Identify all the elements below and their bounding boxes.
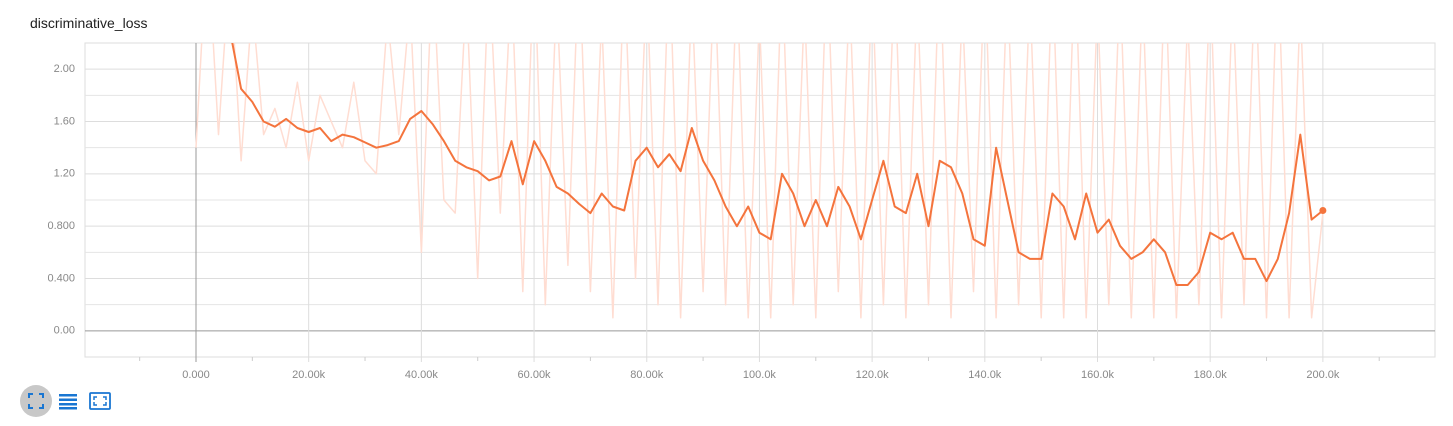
chart: 0.00 0.400 0.800 1.20 1.60 2.00 0.000 20.00k 40.…: [47, 42, 1436, 380]
expand-icon: [28, 393, 44, 409]
grid: [84, 42, 1436, 362]
fit-domain-button[interactable]: [20, 385, 52, 417]
x-tick-label: 160.0k: [1081, 369, 1115, 380]
x-tick-label: 0.000: [182, 369, 210, 380]
axis-labels: 0.00 0.400 0.800 1.20 1.60 2.00 0.000 20.00k 40.…: [47, 63, 1339, 380]
x-tick-label: 60.00k: [518, 369, 552, 380]
x-tick-label: 40.00k: [405, 369, 439, 380]
smoothed-line: [231, 43, 1324, 286]
last-point: [1319, 206, 1327, 214]
reset-zoom-button[interactable]: [84, 385, 116, 417]
fit-icon: [89, 392, 111, 410]
x-tick-label: 200.0k: [1306, 369, 1340, 380]
toolbar: [20, 385, 116, 417]
y-tick-label: 1.60: [54, 115, 75, 127]
list-icon: [59, 394, 77, 410]
toggle-log-button[interactable]: [52, 385, 84, 417]
plot-area: [195, 43, 1327, 319]
x-tick-label: 20.00k: [292, 369, 326, 380]
chart-title: discriminative_loss: [30, 15, 148, 31]
y-tick-label: 2.00: [54, 63, 75, 75]
y-tick-label: 0.800: [47, 220, 75, 232]
y-tick-label: 1.20: [54, 168, 75, 180]
x-tick-label: 80.00k: [630, 369, 664, 380]
x-tick-label: 100.0k: [743, 369, 777, 380]
x-tick-label: 140.0k: [968, 369, 1002, 380]
x-tick-label: 180.0k: [1194, 369, 1228, 380]
y-tick-label: 0.00: [54, 325, 75, 337]
y-tick-label: 0.400: [47, 272, 75, 284]
raw-line: [195, 43, 1324, 319]
x-tick-label: 120.0k: [856, 369, 890, 380]
